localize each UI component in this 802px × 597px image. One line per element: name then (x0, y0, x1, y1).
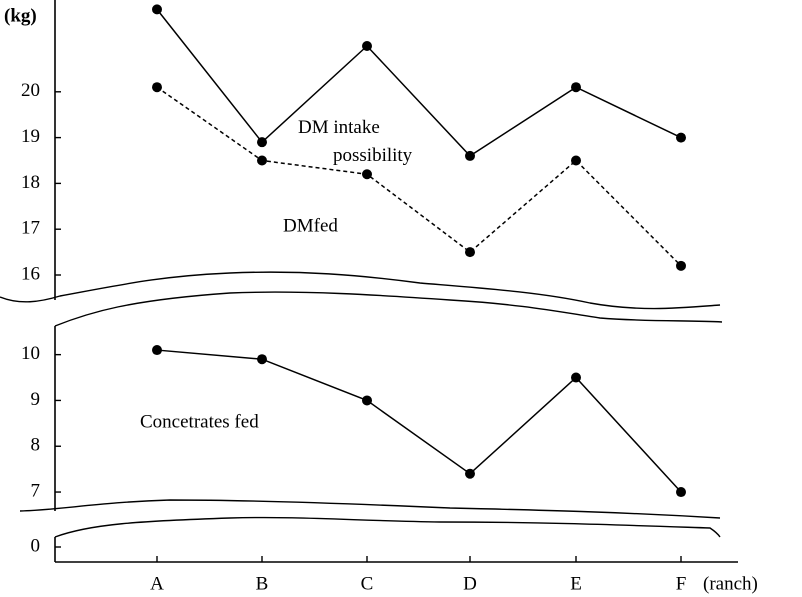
x-tick-label: F (676, 573, 687, 594)
x-tick-label: D (463, 573, 477, 594)
line (156, 86, 682, 267)
y-tick-label: 0 (31, 535, 41, 556)
x-tick-label: E (570, 573, 582, 594)
series-label: Concetrates fed (140, 411, 259, 432)
point (362, 395, 372, 406)
x-tick-label: B (256, 573, 269, 594)
break-line (54, 291, 723, 327)
y-tick-label: 16 (21, 263, 40, 284)
y-tick-label: 9 (31, 389, 41, 410)
point (152, 345, 162, 356)
point (465, 150, 475, 161)
axis-break (0, 271, 723, 538)
y-tick-label: 20 (21, 80, 40, 101)
point (465, 468, 475, 479)
x-axis-label: (ranch) (703, 573, 758, 594)
series-label: DM intake possibility (298, 117, 413, 166)
y-tick-label: 19 (21, 126, 40, 147)
point (257, 155, 267, 166)
point (571, 155, 581, 166)
point (676, 132, 686, 143)
y-tick-label: 17 (21, 218, 40, 239)
point (152, 82, 162, 93)
x-tick-label: C (361, 573, 374, 594)
point (257, 354, 267, 365)
line (156, 349, 682, 493)
point (571, 82, 581, 93)
point (571, 372, 581, 383)
break-line (54, 516, 721, 538)
y-tick-label: 7 (31, 480, 41, 501)
point (676, 487, 686, 498)
line (156, 8, 682, 157)
y-tick-label: 10 (21, 343, 40, 364)
point (257, 137, 267, 148)
break-line (19, 499, 721, 519)
point (152, 4, 162, 15)
break-line (0, 271, 721, 310)
series-label: DMfed (283, 215, 338, 236)
point (362, 41, 372, 51)
y-axis-label: (kg) (4, 5, 37, 26)
point (362, 169, 372, 180)
y-tick-label: 8 (31, 435, 41, 456)
point (465, 247, 475, 258)
point (676, 260, 686, 271)
x-tick-label: A (150, 573, 164, 594)
y-tick-label: 18 (21, 172, 40, 193)
